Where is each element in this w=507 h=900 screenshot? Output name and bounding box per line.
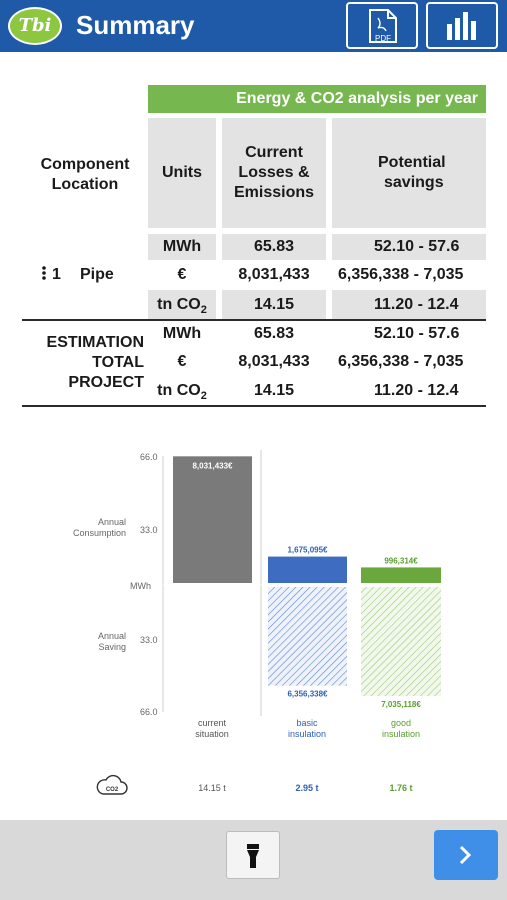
app-logo: Tbi <box>8 7 62 45</box>
total-mwh-current: 65.83 <box>253 325 295 342</box>
saving-bar-basic <box>268 587 347 686</box>
component-header-line: Component <box>40 156 130 173</box>
consumption-label-basic: 1,675,095€ <box>287 546 328 555</box>
component-location-header: Component Location <box>20 155 150 195</box>
pipe-mwh-current: 65.83 <box>222 234 326 260</box>
app-logo-text: Tbi <box>18 15 52 36</box>
total-euro-unit: € <box>177 353 187 370</box>
tick-label-top-66: 66.0 <box>140 452 158 462</box>
tick-label-top-33: 33.0 <box>140 525 158 535</box>
co2-icon-label: CO2 <box>106 787 119 793</box>
total-co2-current: 14.15 <box>253 382 295 399</box>
chart-view-button[interactable] <box>426 2 498 49</box>
category-label-good: good insulation <box>381 718 421 739</box>
app-header: Tbi Summary PDF <box>0 0 507 52</box>
chart-canvas: 8,031,433€ 1,675,095€ 6,356,338€ 996,314€ 7,… <box>162 450 450 716</box>
bar-chart-icon <box>447 12 476 40</box>
pdf-export-button[interactable]: PDF <box>346 2 418 49</box>
axis-unit-label: MWh <box>130 581 151 591</box>
analysis-table: Energy & CO2 analysis per year Component… <box>0 0 486 420</box>
annual-saving-label: Annual Saving <box>97 631 126 652</box>
next-button[interactable] <box>434 830 498 880</box>
flashlight-icon <box>247 844 259 868</box>
saving-bar-good <box>361 587 441 697</box>
co2-value-basic: 2.95 t <box>295 783 319 793</box>
tick-label-bottom-33: 33.0 <box>140 635 158 645</box>
pipe-mwh-savings: 52.10 - 57.6 <box>332 234 486 260</box>
pdf-label: PDF <box>375 34 391 43</box>
pipe-mwh-unit: MWh <box>148 234 216 260</box>
tick-label-bottom-66: 66.0 <box>140 707 158 717</box>
co2-value-good: 1.76 t <box>389 783 413 793</box>
total-mwh-savings: 52.10 - 57.6 <box>374 325 460 342</box>
table-banner: Energy & CO2 analysis per year <box>148 85 486 113</box>
divider-top <box>22 319 486 321</box>
consumption-label-good: 996,314€ <box>384 556 418 565</box>
energy-chart: 8,031,433€ 1,675,095€ 6,356,338€ 996,314€ 7,… <box>0 430 507 820</box>
pipe-co2-unit: tn CO2 <box>148 290 216 320</box>
pipe-euro-savings: 6,356,338 - 7,035 <box>338 266 464 283</box>
location-header-line: Location <box>51 176 119 193</box>
flashlight-button[interactable] <box>226 831 280 879</box>
bottom-toolbar <box>0 820 507 900</box>
divider-bottom <box>22 405 486 407</box>
component-name[interactable]: Pipe <box>80 266 114 283</box>
category-label-current: current situation <box>195 718 229 739</box>
total-co2-savings: 11.20 - 12.4 <box>374 382 459 399</box>
consumption-bar-basic <box>268 556 347 583</box>
total-euro-current: 8,031,433 <box>238 353 310 370</box>
pdf-file-icon: PDF <box>369 9 397 43</box>
total-co2-unit: tn CO2 <box>157 382 207 403</box>
total-euro-savings: 6,356,338 - 7,035 <box>338 353 464 370</box>
vertical-dots-icon[interactable] <box>34 265 54 287</box>
consumption-bar-current <box>173 456 252 583</box>
annual-consumption-label: Annual Consumption <box>72 517 126 538</box>
pipe-co2-current: 14.15 <box>222 290 326 320</box>
consumption-label-current: 8,031,433€ <box>192 461 233 470</box>
page-title: Summary <box>76 10 195 40</box>
total-mwh-unit: MWh <box>162 325 202 342</box>
co2-cloud-icon: CO2 <box>95 773 129 799</box>
consumption-bar-good <box>361 567 441 583</box>
co2-value-current: 14.15 t <box>198 783 226 793</box>
category-label-basic: basic insulation <box>287 718 327 739</box>
savings-header: Potential savings <box>332 118 486 228</box>
estimation-total-label: ESTIMATION TOTAL PROJECT <box>46 334 144 391</box>
chevron-right-icon <box>459 845 472 865</box>
pipe-euro-unit: € <box>177 266 187 283</box>
pipe-euro-current: 8,031,433 <box>238 266 310 283</box>
current-header: Current Losses & Emissions <box>222 118 326 228</box>
saving-label-basic: 6,356,338€ <box>287 690 328 699</box>
pipe-co2-savings: 11.20 - 12.4 <box>332 290 486 320</box>
component-index: 1 <box>52 266 61 283</box>
units-header: Units <box>148 118 216 228</box>
saving-label-good: 7,035,118€ <box>381 700 421 709</box>
